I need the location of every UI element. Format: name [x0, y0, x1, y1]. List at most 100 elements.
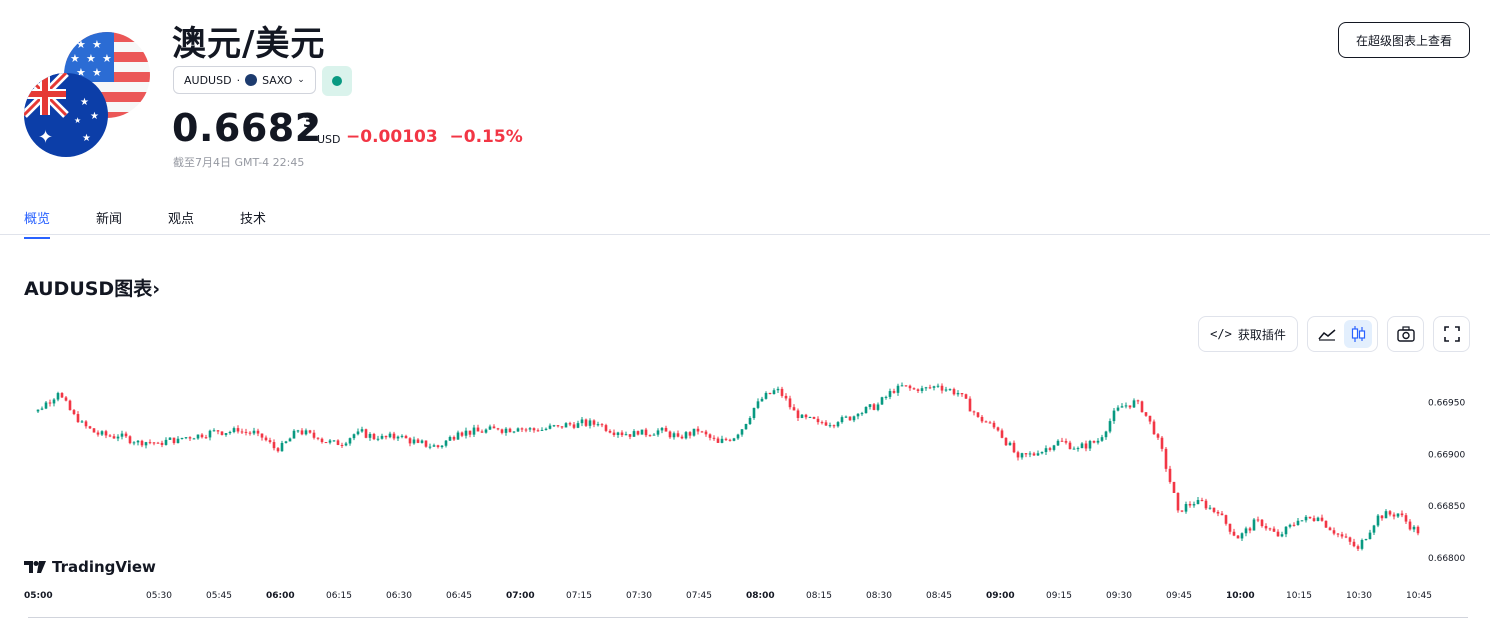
candle	[1032, 451, 1036, 457]
candle	[964, 393, 968, 400]
candle	[1184, 501, 1188, 514]
candle	[896, 383, 900, 396]
candle	[508, 427, 512, 433]
candle	[40, 406, 44, 411]
candle	[828, 422, 832, 428]
candle	[1364, 538, 1368, 541]
candle	[1024, 452, 1028, 458]
candle	[612, 429, 616, 437]
candle	[552, 424, 556, 428]
x-axis-tick-label: 05:45	[206, 591, 232, 601]
line-chart-button[interactable]	[1313, 320, 1341, 348]
candle	[764, 391, 768, 400]
candle	[1280, 531, 1284, 538]
x-axis-tick-label: 05:00	[24, 591, 53, 601]
candle	[112, 433, 116, 439]
candle	[136, 439, 140, 446]
candle	[532, 427, 536, 433]
candle	[120, 430, 124, 440]
candle	[1356, 544, 1360, 552]
camera-icon	[1396, 326, 1415, 342]
fullscreen-button[interactable]	[1433, 316, 1470, 352]
candle	[220, 431, 224, 436]
candle	[148, 439, 152, 445]
candle	[576, 420, 580, 429]
chart-type-switcher	[1307, 316, 1378, 352]
candle	[780, 386, 784, 398]
change-abs: −0.00103	[346, 127, 438, 147]
candle	[1164, 447, 1168, 472]
candle	[1172, 481, 1176, 494]
candle	[168, 437, 172, 441]
candle	[420, 439, 424, 444]
exchange-label: SAXO	[262, 73, 293, 87]
candle	[68, 399, 72, 411]
candle	[44, 400, 48, 410]
candle	[1128, 405, 1132, 410]
candle	[520, 427, 524, 433]
candle	[748, 416, 752, 426]
candlestick-chart-button[interactable]	[1343, 320, 1372, 348]
candle	[140, 439, 144, 448]
symbol-selector[interactable]: AUDUSD · SAXO ⌄	[173, 66, 316, 94]
price-chart[interactable]: 0.66950 0.66900 0.66850 0.66800 05:00 05:30 05…	[0, 355, 1490, 605]
tab-overview[interactable]: 概览	[24, 208, 51, 239]
tradingview-logo-icon	[24, 561, 46, 573]
candle	[440, 444, 444, 449]
candle	[812, 416, 816, 420]
tab-technicals[interactable]: 技术	[240, 212, 267, 227]
candle	[572, 421, 576, 430]
candle	[1040, 451, 1044, 455]
candle	[1020, 452, 1024, 460]
candle	[776, 386, 780, 393]
screenshot-button[interactable]	[1387, 316, 1424, 352]
candle	[808, 416, 812, 418]
candle	[428, 443, 432, 450]
candle	[356, 428, 360, 436]
x-axis-tick-label: 06:45	[446, 591, 472, 601]
candle	[544, 427, 548, 431]
candle	[1112, 407, 1116, 424]
candle	[1248, 526, 1252, 534]
candle	[244, 428, 248, 436]
candle	[188, 436, 192, 441]
tab-news[interactable]: 新闻	[96, 212, 123, 227]
candle	[528, 427, 532, 432]
candle	[980, 415, 984, 424]
svg-text:★: ★	[86, 52, 96, 65]
candle	[400, 434, 404, 439]
candle	[496, 427, 500, 431]
candle	[640, 429, 644, 435]
candle	[284, 440, 288, 444]
aud-flag-icon: ✦ ★ ★ ★ ★	[24, 73, 108, 157]
candle	[1368, 529, 1372, 540]
candle	[380, 433, 384, 440]
candle	[664, 425, 668, 432]
open-supercharts-button[interactable]: 在超级图表上查看	[1338, 22, 1470, 58]
chart-section-title[interactable]: AUDUSD图表›	[24, 274, 160, 301]
candle	[1140, 400, 1144, 413]
tab-ideas[interactable]: 观点	[168, 212, 195, 227]
candle	[536, 428, 540, 432]
candle	[1336, 532, 1340, 538]
candle	[1380, 515, 1384, 521]
get-widget-button[interactable]: </> 获取插件	[1198, 316, 1298, 352]
candle	[96, 430, 100, 437]
candle	[592, 419, 596, 428]
candle	[276, 446, 280, 453]
candle	[1076, 446, 1080, 452]
candle	[968, 396, 972, 412]
tradingview-logo[interactable]: TradingView	[24, 558, 156, 576]
candle	[756, 398, 760, 410]
candle	[840, 415, 844, 424]
candle	[1284, 526, 1288, 538]
market-status-badge[interactable]	[322, 66, 352, 96]
candle	[1196, 497, 1200, 505]
svg-text:★: ★	[102, 52, 112, 65]
candle	[556, 425, 560, 428]
candle	[760, 396, 764, 402]
candle	[1296, 518, 1300, 526]
candle	[820, 420, 824, 425]
candle	[876, 402, 880, 412]
x-axis-tick-label: 07:15	[566, 591, 592, 601]
